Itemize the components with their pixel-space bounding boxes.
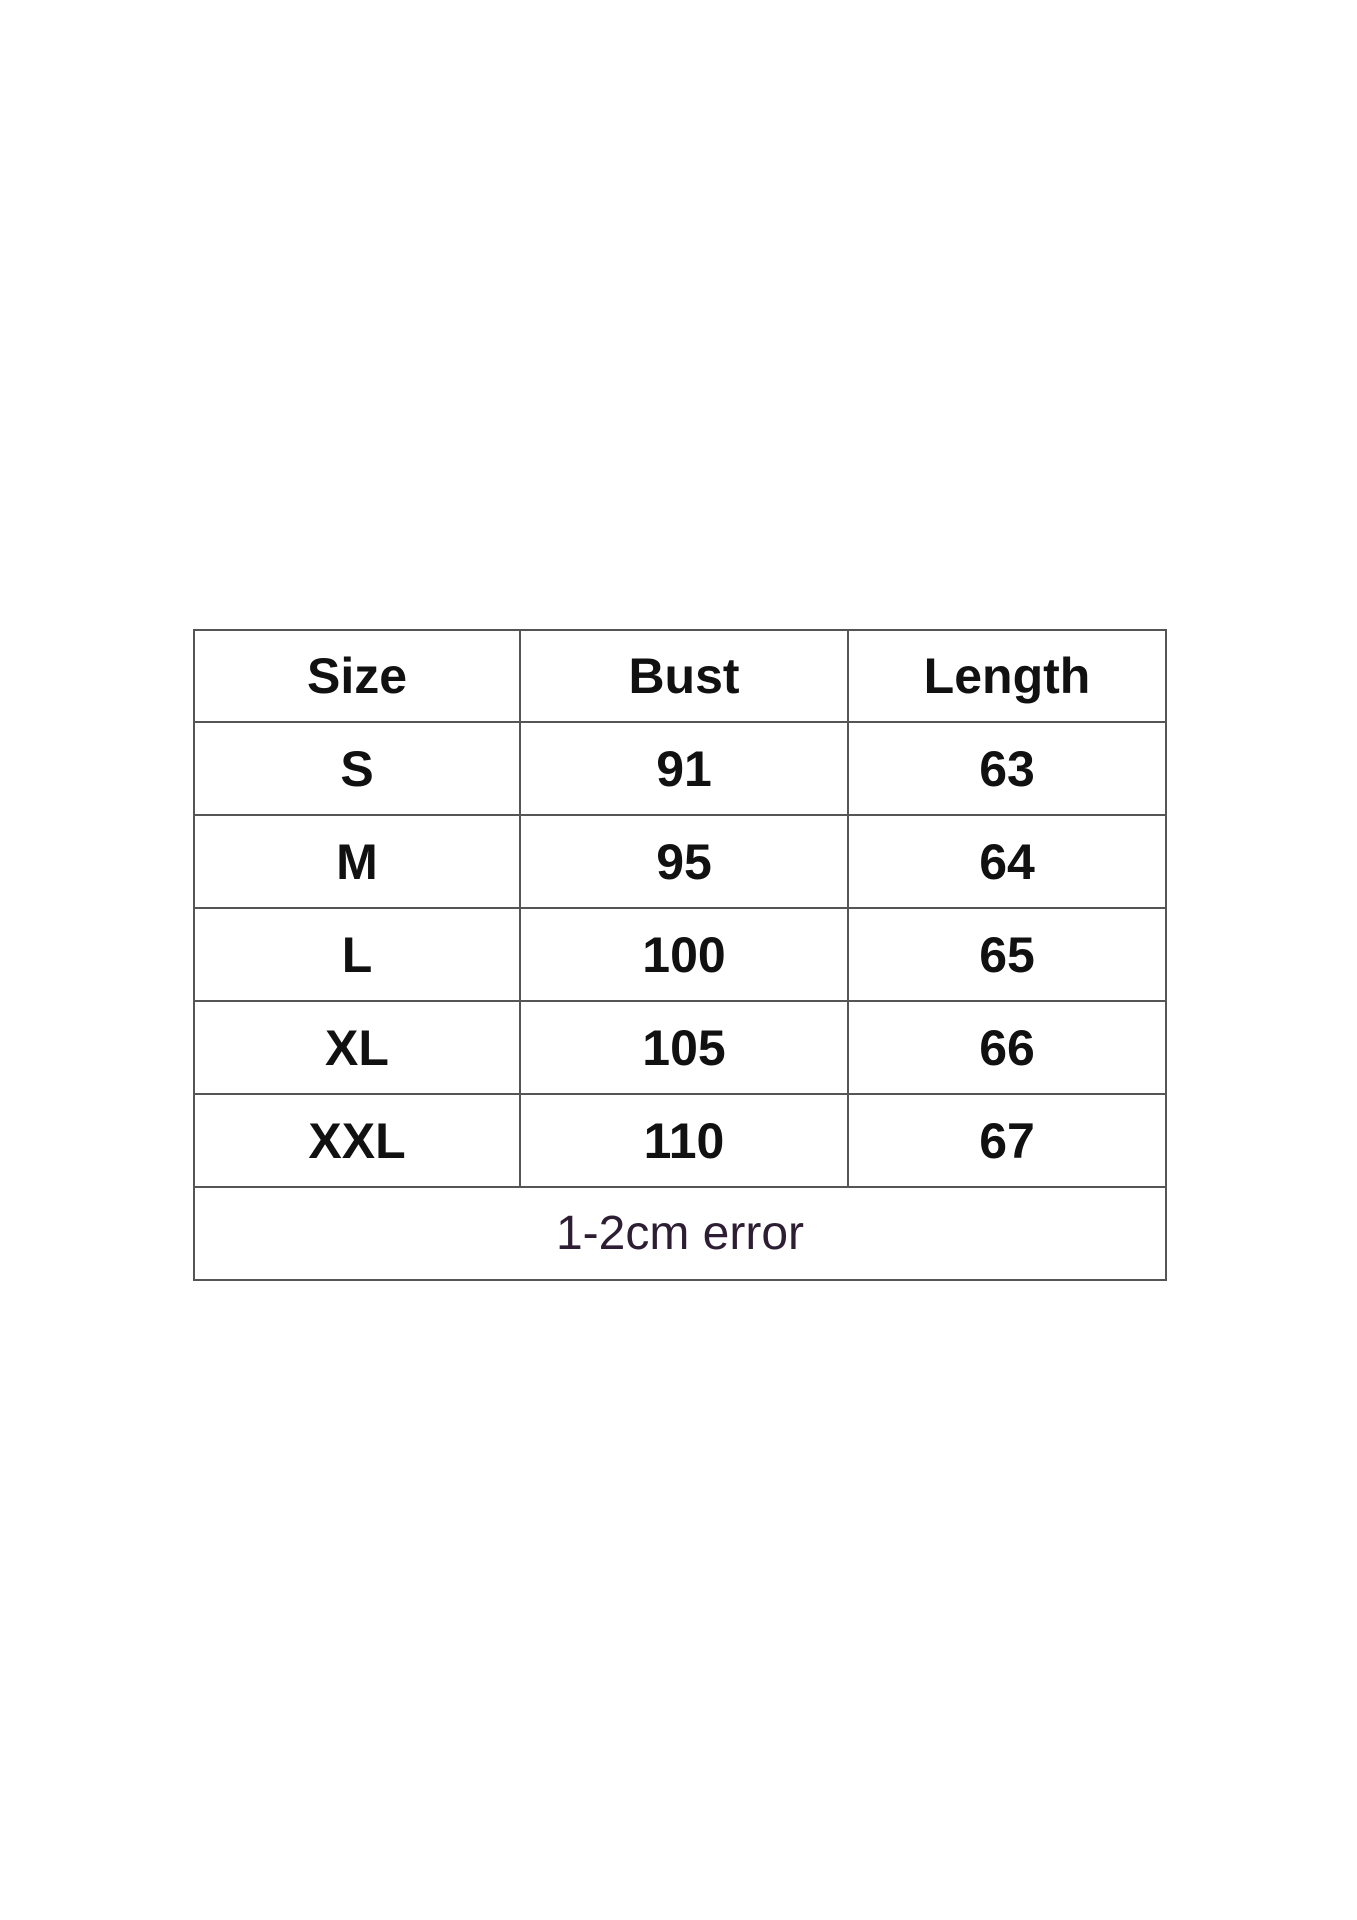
- bust-value: 110: [519, 1093, 849, 1188]
- table-row-l: L 100 65: [193, 907, 1167, 1002]
- tolerance-note: 1-2cm error: [193, 1186, 1167, 1281]
- column-header-bust: Bust: [519, 629, 849, 723]
- length-value: 64: [847, 814, 1167, 909]
- size-value: XL: [193, 1000, 521, 1095]
- table-row-xxl: XXL 110 67: [193, 1093, 1167, 1188]
- header-row: Size Bust Length: [193, 629, 1167, 723]
- length-value: 67: [847, 1093, 1167, 1188]
- footnote-row: 1-2cm error: [193, 1186, 1167, 1281]
- size-value: M: [193, 814, 521, 909]
- column-header-length: Length: [847, 629, 1167, 723]
- length-value: 66: [847, 1000, 1167, 1095]
- size-chart-table: Size Bust Length S 91 63 M 95 64 L 100 6…: [193, 629, 1167, 1281]
- bust-value: 100: [519, 907, 849, 1002]
- table-row-xl: XL 105 66: [193, 1000, 1167, 1095]
- bust-value: 95: [519, 814, 849, 909]
- size-value: S: [193, 721, 521, 816]
- length-value: 63: [847, 721, 1167, 816]
- column-header-size: Size: [193, 629, 521, 723]
- size-value: L: [193, 907, 521, 1002]
- length-value: 65: [847, 907, 1167, 1002]
- bust-value: 91: [519, 721, 849, 816]
- bust-value: 105: [519, 1000, 849, 1095]
- table-row-s: S 91 63: [193, 721, 1167, 816]
- table-row-m: M 95 64: [193, 814, 1167, 909]
- size-value: XXL: [193, 1093, 521, 1188]
